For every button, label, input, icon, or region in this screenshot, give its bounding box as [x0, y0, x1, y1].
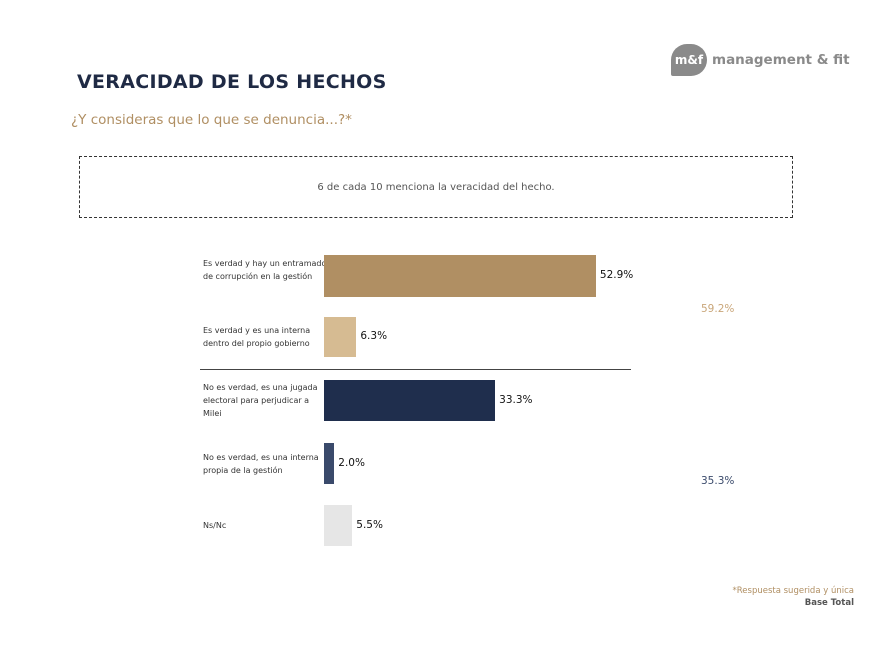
page-title: VERACIDAD DE LOS HECHOS	[77, 71, 387, 93]
bar	[324, 505, 353, 546]
group-total-true: 59.2%	[701, 303, 735, 315]
bar	[324, 443, 335, 484]
question-subtitle: ¿Y consideras que lo que se denuncia...?…	[71, 112, 352, 128]
data-label: 52.9%	[599, 269, 634, 281]
data-label: 2.0%	[338, 456, 365, 469]
summary-text: 6 de cada 10 menciona la veracidad del h…	[317, 181, 555, 193]
category-label: Es verdad y hay un entramado de corrupci…	[203, 258, 327, 281]
group-separator	[200, 369, 631, 370]
bar	[324, 380, 496, 421]
category-label: No es verdad, es una jugada electoral pa…	[203, 383, 318, 418]
category-label: Ns/Nc	[203, 521, 227, 530]
data-label: 33.3%	[499, 393, 533, 406]
group-total-false: 35.3%	[701, 475, 735, 487]
logo-text: management & fit	[712, 52, 850, 68]
bar	[324, 255, 596, 297]
data-label: 5.5%	[356, 518, 383, 531]
summary-box: 6 de cada 10 menciona la veracidad del h…	[79, 156, 793, 218]
base-label: Base Total	[804, 598, 854, 608]
bar	[324, 317, 357, 357]
data-label: 6.3%	[360, 330, 388, 342]
footnote: *Respuesta sugerida y única	[732, 586, 854, 596]
logo-mark: m&f	[671, 44, 707, 76]
category-label: No es verdad, es una interna propia de l…	[203, 452, 319, 475]
category-label: Es verdad y es una interna dentro del pr…	[203, 326, 311, 348]
logo: m&f management & fit	[671, 44, 850, 76]
